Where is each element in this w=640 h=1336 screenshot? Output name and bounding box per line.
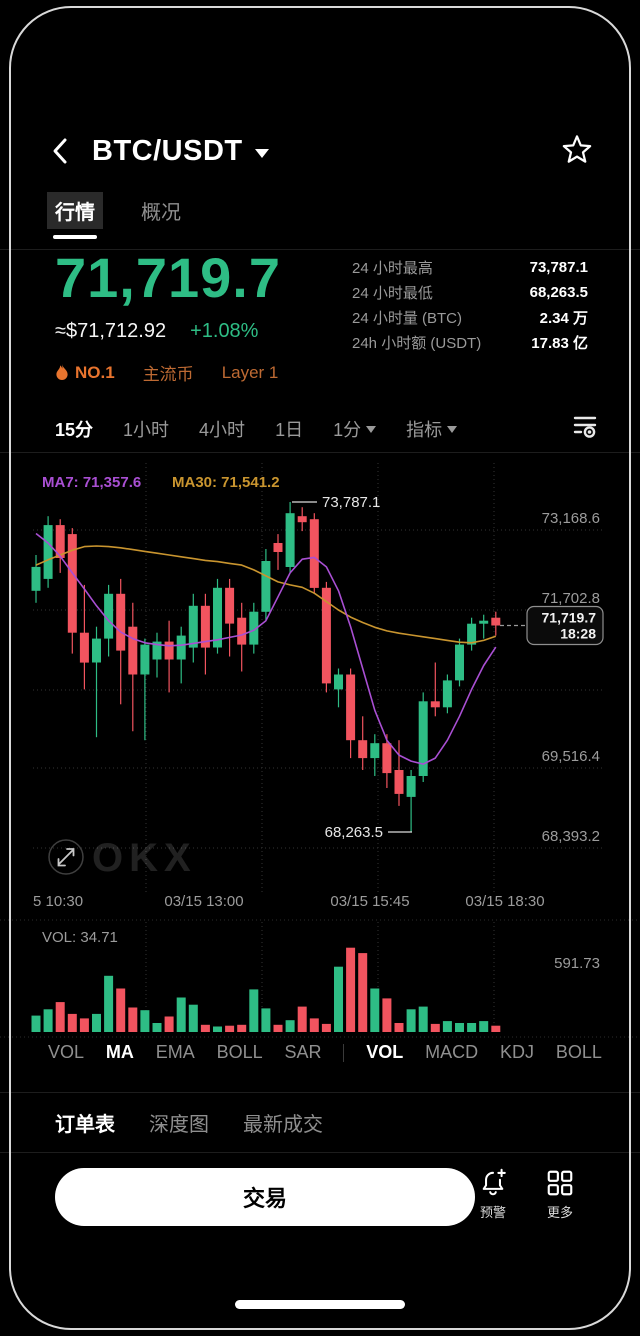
divider xyxy=(0,1152,640,1153)
svg-text:03/15 13:00: 03/15 13:00 xyxy=(164,893,243,910)
stat-row-high: 24 小时最高 73,787.1 xyxy=(352,255,588,280)
indicator-ma[interactable]: MA xyxy=(105,1042,134,1062)
favorite-star-icon[interactable] xyxy=(562,134,592,168)
tab-latest-trades[interactable]: 最新成交 xyxy=(243,1114,323,1136)
price-subline: ≈$71,712.92 +1.08% xyxy=(55,320,258,343)
stat-label: 24 小时最低 xyxy=(352,285,433,302)
tf-more-label: 1分 xyxy=(333,419,362,440)
caret-down-icon xyxy=(366,426,377,433)
last-price: 71,719.7 xyxy=(55,246,281,309)
trade-button[interactable]: 交易 xyxy=(55,1168,475,1226)
orderbook-tabs: 订单表 深度图 最新成交 xyxy=(55,1108,323,1137)
tag-layer1[interactable]: Layer 1 xyxy=(221,362,279,382)
more-action[interactable]: 更多 xyxy=(531,1168,589,1221)
home-indicator[interactable] xyxy=(235,1300,405,1309)
indicator-ema[interactable]: EMA xyxy=(155,1042,195,1062)
svg-text:18:28: 18:28 xyxy=(560,626,596,642)
indicator-boll-sub[interactable]: BOLL xyxy=(555,1042,602,1062)
stat-value: 73,787.1 xyxy=(529,259,588,276)
indicator-boll[interactable]: BOLL xyxy=(216,1042,263,1062)
stat-row-low: 24 小时最低 68,263.5 xyxy=(352,280,588,305)
chart-settings-icon[interactable] xyxy=(572,413,598,444)
indicator-row: VOL MA EMA BOLL SAR VOL MACD KDJ BOLL xyxy=(48,1042,602,1063)
alert-label: 预警 xyxy=(479,1205,506,1220)
svg-text:68,393.2: 68,393.2 xyxy=(542,828,600,845)
rank-badge[interactable]: NO.1 xyxy=(55,363,115,383)
tf-1d[interactable]: 1日 xyxy=(275,419,304,440)
svg-text:5 10:30: 5 10:30 xyxy=(33,893,83,910)
stat-row-turnover-usdt: 24h 小时额 (USDT) 17.83 亿 xyxy=(352,330,588,355)
tag-mainstream[interactable]: 主流币 xyxy=(142,365,194,384)
svg-text:MA30: 71,541.2: MA30: 71,541.2 xyxy=(172,474,280,491)
svg-text:71,702.8: 71,702.8 xyxy=(542,590,600,607)
indicator-macd[interactable]: MACD xyxy=(425,1042,479,1062)
svg-text:OKX: OKX xyxy=(92,836,197,880)
pair-title[interactable]: BTC/USDT xyxy=(92,134,243,167)
tf-more-dropdown[interactable]: 1分 xyxy=(333,416,377,442)
market-tabs: 行情 概况 xyxy=(47,192,183,239)
timeframe-row: 15分 1小时 4小时 1日 1分 指标 xyxy=(55,413,598,444)
divider xyxy=(0,1092,640,1093)
stat-row-volume-btc: 24 小时量 (BTC) 2.34 万 xyxy=(352,305,588,330)
flame-icon xyxy=(56,363,68,380)
tab-overview[interactable]: 概况 xyxy=(141,202,181,224)
stat-value: 68,263.5 xyxy=(529,284,588,301)
indicator-vol-main[interactable]: VOL xyxy=(48,1042,85,1062)
pair-dropdown-caret-icon[interactable] xyxy=(254,148,269,158)
expand-chart-icon xyxy=(48,839,84,875)
header: BTC/USDT xyxy=(52,128,592,174)
svg-text:69,516.4: 69,516.4 xyxy=(542,748,600,765)
fiat-price: ≈$71,712.92 xyxy=(55,320,167,342)
svg-text:68,263.5: 68,263.5 xyxy=(325,824,383,841)
rank-badge-label: NO.1 xyxy=(75,362,115,382)
indicator-kdj[interactable]: KDJ xyxy=(499,1042,534,1062)
price-change-percent: +1.08% xyxy=(190,320,259,342)
stat-value: 17.83 亿 xyxy=(531,335,588,352)
stats-panel: 24 小时最高 73,787.1 24 小时最低 68,263.5 24 小时量… xyxy=(352,255,588,355)
tf-15m[interactable]: 15分 xyxy=(55,419,94,440)
svg-text:71,719.7: 71,719.7 xyxy=(542,610,597,626)
stat-label: 24 小时最高 xyxy=(352,260,433,277)
tab-depth-chart[interactable]: 深度图 xyxy=(149,1114,209,1136)
bell-plus-icon xyxy=(482,1168,506,1196)
svg-text:73,168.6: 73,168.6 xyxy=(542,510,600,527)
svg-text:VOL: 34.71: VOL: 34.71 xyxy=(42,929,118,946)
tf-4h[interactable]: 4小时 xyxy=(199,419,246,440)
indicator-group-divider xyxy=(343,1043,345,1062)
alert-action[interactable]: 预警 xyxy=(464,1168,522,1221)
caret-down-icon xyxy=(447,426,458,433)
tab-order-book[interactable]: 订单表 xyxy=(55,1114,115,1136)
indicator-dropdown[interactable]: 指标 xyxy=(406,416,458,442)
svg-text:591.73: 591.73 xyxy=(554,955,600,972)
grid-more-icon xyxy=(547,1170,573,1196)
more-label: 更多 xyxy=(546,1205,573,1220)
kline-chart[interactable]: 73,168.6 71,702.8 69,516.4 68,393.2 5 10:30 0… xyxy=(0,455,640,1040)
kline-chart-svg[interactable]: 73,168.6 71,702.8 69,516.4 68,393.2 5 10:30 0… xyxy=(0,455,640,1040)
svg-text:MA7: 71,357.6: MA7: 71,357.6 xyxy=(42,474,141,491)
indicator-sar[interactable]: SAR xyxy=(284,1042,322,1062)
divider xyxy=(0,452,640,453)
tf-1h[interactable]: 1小时 xyxy=(123,419,170,440)
indicator-dropdown-label: 指标 xyxy=(406,419,443,440)
svg-text:03/15 18:30: 03/15 18:30 xyxy=(465,893,544,910)
svg-text:73,787.1: 73,787.1 xyxy=(322,494,380,511)
stat-value: 2.34 万 xyxy=(539,310,588,327)
stat-label: 24h 小时额 (USDT) xyxy=(352,335,482,352)
divider xyxy=(0,249,640,250)
stat-label: 24 小时量 (BTC) xyxy=(352,310,463,327)
back-icon[interactable] xyxy=(52,136,78,166)
svg-text:03/15 15:45: 03/15 15:45 xyxy=(330,893,409,910)
indicator-vol-sub[interactable]: VOL xyxy=(366,1042,404,1062)
badges-row: NO.1 主流币 Layer 1 xyxy=(55,360,278,385)
tab-quotes[interactable]: 行情 xyxy=(47,192,103,239)
